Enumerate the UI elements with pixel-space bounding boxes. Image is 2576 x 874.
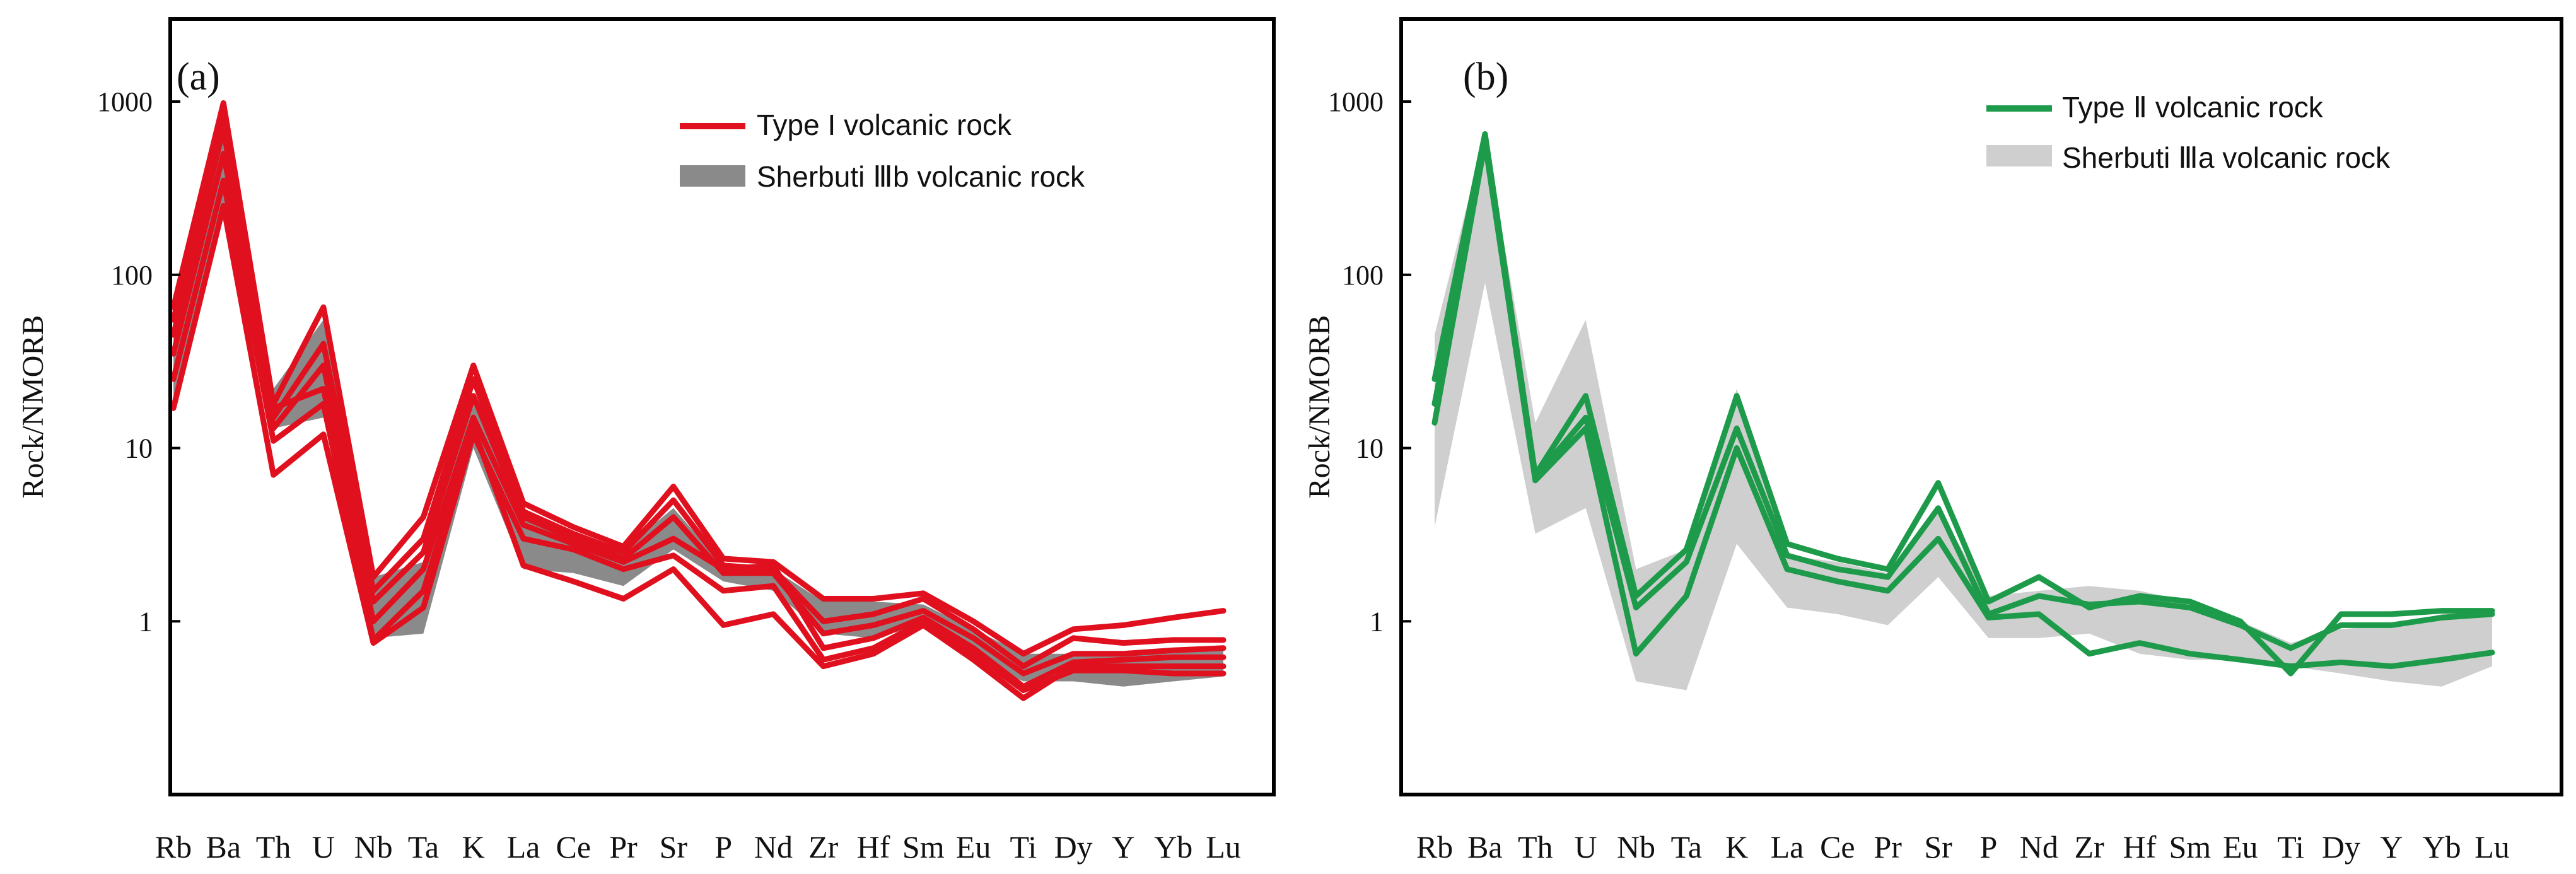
panel-a-x-tick-label-dy: Dy [1054, 829, 1093, 865]
panel-a-x-tick-label-lu: Lu [1206, 829, 1241, 865]
panel-a-x-tick-label-la: La [507, 829, 540, 865]
panel-b-x-tick-label-ti: Ti [2277, 829, 2304, 865]
panel-b-series-line-2 [1431, 137, 2495, 651]
panel-b-x-tick-label-dy: Dy [2322, 829, 2360, 865]
panel-a-x-tick-label-hf: Hf [857, 829, 890, 865]
panel-b-y-tick-label-4: 1000 [1328, 86, 1384, 117]
panel-b-x-tick-label-nb: Nb [1617, 829, 1655, 865]
panel-b-y-tick-label-2: 10 [1356, 433, 1384, 464]
panel-b-x-tick-label-sr: Sr [1924, 829, 1952, 865]
panel-b-x-tick-label-hf: Hf [2123, 829, 2157, 865]
panel-a-x-tick-label-ti: Ti [1010, 829, 1037, 865]
panel-a-x-tick-label-k: K [462, 829, 485, 865]
panel-a-x-tick-label-y: Y [1112, 829, 1134, 865]
panel-b-y-tick-label-1: 1 [1370, 606, 1384, 637]
panel-a-x-tick-label-zr: Zr [808, 829, 839, 865]
panel-b-x-tick-label-sm: Sm [2169, 829, 2212, 865]
panel-a-y-axis-label: Rock/NMORB [16, 315, 50, 499]
panel-a-x-tick-label-nd: Nd [754, 829, 793, 865]
panel-b-x-tick-label-k: K [1725, 829, 1748, 865]
panel-a-x-tick-label-ba: Ba [206, 829, 242, 865]
panel-a-series-line-3 [170, 125, 1227, 677]
panel-a-x-tick-label-pr: Pr [609, 829, 638, 865]
panel-a-label: (a) [177, 55, 220, 98]
panel-b-x-tick-label-u: U [1575, 829, 1597, 865]
panel-a-series-line-6 [170, 203, 1227, 694]
panel-a-x-tick-label-rb: Rb [155, 829, 192, 865]
panel-a-x-tick-label-sm: Sm [902, 829, 945, 865]
panel-a-y-tick-label-3: 100 [111, 260, 153, 291]
panel-b-legend-band-swatch [1986, 145, 2052, 166]
panel-a-x-tick-label-sr: Sr [660, 829, 688, 865]
panel-b-label: (b) [1463, 55, 1508, 98]
panel-b-series-line-3 [1431, 139, 2495, 670]
panel-a-legend-label-2: Sherbuti Ⅲb volcanic rock [757, 160, 1085, 193]
panel-b-x-tick-label-zr: Zr [2075, 829, 2105, 865]
panel-a-x-tick-label-eu: Eu [956, 829, 991, 865]
panel-b-x-tick-label-ta: Ta [1671, 829, 1702, 865]
panel-a: 1 10 100 1000 Rb Ba Th U Nb Ta K La Ce Pr Sr P Nd Zr Hf Sm… [16, 17, 1276, 865]
panel-b-legend: Type Ⅱ volcanic rock Sherbuti Ⅲa volcani… [1986, 91, 2391, 174]
panel-a-y-ticks: 1 10 100 1000 [97, 86, 180, 637]
panel-b-x-tick-label-eu: Eu [2223, 829, 2258, 865]
panel-a-frame [168, 17, 1276, 796]
panel-a-series-line-2 [170, 111, 1227, 670]
panel-b-x-tick-label-rb: Rb [1416, 829, 1453, 865]
panel-b-x-tick-label-yb: Yb [2423, 829, 2461, 865]
panel-b-x-tick-label-la: La [1771, 829, 1804, 865]
panel-b: 1 10 100 1000 Rb Ba Th U Nb Ta K La Ce Pr Sr P Nd Zr Hf Sm… [1303, 17, 2563, 865]
panel-b-x-tick-label-ba: Ba [1467, 829, 1503, 865]
panel-a-x-tick-label-u: U [312, 829, 335, 865]
panel-a-series-line-1 [170, 100, 1227, 657]
panel-b-legend-label-2: Sherbuti Ⅲa volcanic rock [2062, 141, 2391, 174]
panel-a-y-tick-label-2: 10 [125, 433, 153, 464]
panel-a-x-tick-label-ta: Ta [408, 829, 439, 865]
panel-b-y-axis-label: Rock/NMORB [1303, 315, 1336, 499]
panel-a-x-tick-label-p: P [714, 829, 732, 865]
panel-b-series-line-1 [1431, 131, 2495, 677]
panel-a-x-tick-label-nb: Nb [354, 829, 393, 865]
panel-b-frame [1399, 17, 2563, 796]
panel-b-x-tick-label-th: Th [1518, 829, 1553, 865]
panel-b-x-tick-label-pr: Pr [1874, 829, 1902, 865]
panel-a-legend-band-swatch [680, 165, 745, 187]
panel-a-y-tick-label-4: 1000 [97, 86, 153, 117]
panel-b-x-tick-label-ce: Ce [1820, 829, 1855, 865]
panel-b-x-tick-label-nd: Nd [2020, 829, 2058, 865]
panel-a-series-layer [170, 100, 1227, 701]
panel-b-x-tick-label-y: Y [2380, 829, 2403, 865]
panel-a-series-line-4 [170, 151, 1227, 690]
panel-b-legend-label-1: Type Ⅱ volcanic rock [2062, 91, 2324, 124]
panel-a-y-tick-label-1: 1 [139, 606, 153, 637]
panel-b-series-layer [1431, 131, 2495, 677]
panel-a-x-tick-label-th: Th [256, 829, 291, 865]
panel-b-x-ticks: Rb Ba Th U Nb Ta K La Ce Pr Sr P Nd Zr Hf Sm Eu Ti Dy Y Yb Lu [1416, 829, 2510, 865]
panel-b-y-tick-label-3: 100 [1342, 260, 1384, 291]
panel-b-x-tick-label-p: P [1980, 829, 1998, 865]
panel-b-x-tick-label-lu: Lu [2474, 829, 2510, 865]
panel-b-y-ticks: 1 10 100 1000 [1328, 86, 1411, 637]
panel-a-x-tick-label-ce: Ce [556, 829, 592, 865]
panel-a-x-ticks: Rb Ba Th U Nb Ta K La Ce Pr Sr P Nd Zr Hf Sm Eu Ti Dy Y Yb Lu [155, 829, 1241, 865]
panel-a-legend-label-1: Type I volcanic rock [757, 108, 1012, 141]
panel-a-x-tick-label-yb: Yb [1154, 829, 1192, 865]
panel-a-legend: Type I volcanic rock Sherbuti Ⅲb volcani… [680, 108, 1085, 193]
